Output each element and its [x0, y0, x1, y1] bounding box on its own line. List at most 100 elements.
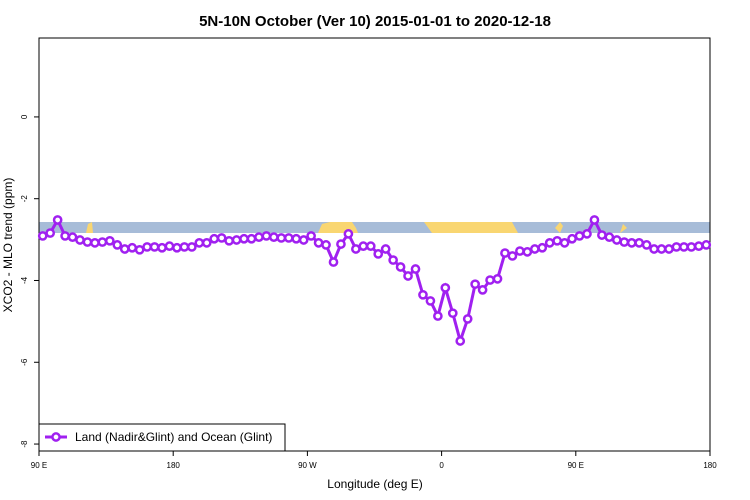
data-point — [231, 235, 242, 245]
chart-title: 5N-10N October (Ver 10) 2015-01-01 to 20… — [199, 13, 551, 30]
data-point — [664, 244, 674, 254]
data-point — [276, 233, 287, 243]
data-point — [611, 235, 622, 245]
data-point — [328, 257, 339, 267]
data-point — [544, 238, 555, 248]
legend-label: Land (Nadir&Glint) and Ocean (Glint) — [75, 430, 272, 444]
data-point — [403, 271, 413, 281]
data-point — [90, 238, 100, 248]
data-point — [537, 242, 548, 253]
data-point — [216, 233, 227, 243]
data-point — [365, 241, 376, 251]
data-point — [313, 238, 324, 248]
data-point — [142, 242, 152, 252]
data-point — [649, 244, 659, 254]
x-tick-label: 180 — [703, 461, 717, 470]
data-point — [455, 336, 466, 346]
data-point — [626, 238, 637, 248]
data-point — [507, 251, 518, 261]
data-point — [112, 240, 123, 250]
data-point — [298, 235, 309, 245]
x-tick-label: 90 W — [298, 461, 317, 470]
data-point — [82, 237, 93, 247]
data-point — [589, 215, 600, 225]
data-point — [358, 241, 369, 251]
data-point — [515, 246, 525, 256]
data-point — [37, 231, 48, 241]
data-point — [172, 242, 182, 253]
data-point — [179, 242, 190, 252]
data-point — [410, 264, 421, 274]
y-tick-label: -4 — [20, 276, 29, 284]
data-point — [306, 231, 316, 241]
data-point — [671, 242, 682, 252]
data-point — [395, 262, 406, 272]
map-band — [39, 222, 710, 233]
data-point — [52, 215, 63, 225]
data-point — [433, 311, 443, 321]
data-point — [418, 289, 428, 300]
data-point — [477, 285, 488, 295]
data-point — [127, 242, 138, 253]
land — [620, 224, 627, 233]
data-point — [75, 235, 85, 245]
data-point — [321, 240, 331, 250]
x-tick-label: 180 — [167, 461, 181, 470]
y-tick-label: -2 — [20, 195, 29, 203]
data-point — [224, 235, 234, 246]
data-point — [552, 235, 563, 246]
data-point — [283, 233, 294, 243]
data-point — [470, 279, 480, 290]
data-point — [254, 232, 264, 242]
legend-marker — [51, 432, 61, 442]
data-point — [619, 237, 630, 247]
data-point — [149, 242, 160, 252]
data-point — [693, 241, 704, 251]
data-point — [164, 241, 175, 251]
data-point — [186, 242, 197, 252]
land — [86, 222, 93, 233]
data-point — [440, 282, 451, 293]
land — [424, 222, 518, 233]
data-point — [261, 231, 272, 241]
data-point — [45, 228, 56, 238]
data-point — [425, 296, 436, 306]
data-point — [343, 229, 354, 239]
data-point — [134, 244, 145, 255]
data-point — [336, 239, 346, 249]
data-point — [604, 232, 615, 242]
data-point — [104, 235, 115, 246]
data-point — [373, 249, 384, 259]
data-point — [492, 273, 503, 284]
data-point — [291, 233, 302, 244]
data-point — [656, 244, 667, 254]
data-point — [201, 238, 212, 248]
x-axis-label: Longitude (deg E) — [327, 477, 422, 491]
data-point — [597, 230, 607, 240]
data-point — [97, 237, 108, 247]
land — [555, 222, 563, 233]
data-point — [701, 240, 712, 250]
x-tick-label: 90 E — [568, 461, 584, 470]
data-point — [529, 244, 540, 254]
data-point — [582, 229, 592, 239]
data-point — [574, 231, 585, 241]
data-point — [462, 314, 473, 324]
data-point — [522, 247, 533, 257]
data-point — [67, 232, 78, 242]
y-tick-label: -8 — [20, 440, 29, 448]
data-point — [239, 233, 249, 244]
data-point — [388, 255, 398, 265]
data-point — [157, 242, 167, 253]
data-point — [209, 233, 220, 244]
data-point — [380, 244, 391, 254]
data-point — [119, 244, 130, 254]
y-tick-label: 0 — [20, 114, 29, 119]
ocean-band — [39, 222, 710, 233]
data-point — [60, 231, 70, 241]
data-point — [485, 275, 495, 285]
data-point — [679, 242, 689, 252]
data-point — [447, 308, 458, 319]
